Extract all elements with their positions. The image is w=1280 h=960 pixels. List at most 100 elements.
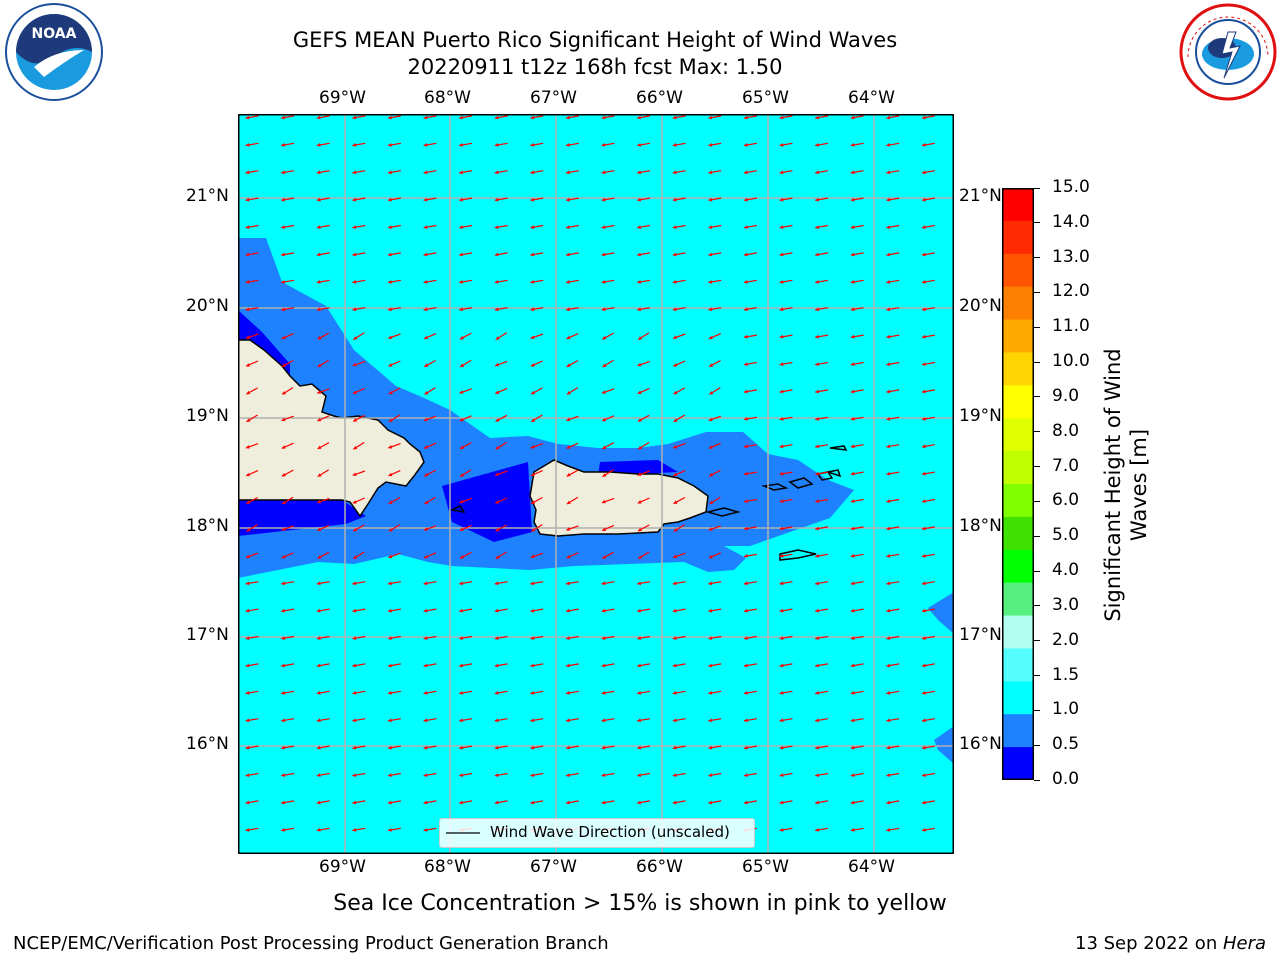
wave-arrow-head (637, 608, 641, 613)
wave-arrow-head (388, 390, 393, 395)
wave-arrow-head (530, 335, 535, 339)
wave-arrow-head (424, 500, 429, 504)
colorbar-segment (1002, 286, 1034, 321)
land-puerto-rico (529, 459, 709, 537)
wave-arrow-head (316, 663, 321, 668)
wave-arrow-head (672, 773, 677, 777)
wave-arrow-head (850, 307, 855, 312)
footer-host: Hera (1222, 933, 1266, 954)
wave-arrow-head (530, 691, 535, 695)
wave-arrow-head (316, 170, 321, 175)
lat-label-right-16n: 16°N (959, 734, 1002, 754)
wave-arrow-head (388, 307, 392, 312)
wave-arrow-head (815, 197, 819, 202)
wave-arrow-head (601, 499, 606, 504)
map-legend: Wind Wave Direction (unscaled) (439, 818, 755, 848)
wave-arrow-head (317, 499, 321, 504)
wave-arrow-head (495, 555, 500, 559)
wave-arrow-head (815, 800, 819, 805)
wave-arrow-head (494, 307, 499, 312)
wave-arrow-head (388, 608, 392, 613)
wave-arrow-head (850, 581, 855, 586)
wave-arrow-head (602, 527, 606, 531)
wave-arrow-head (601, 636, 606, 640)
wave-arrow-head (815, 471, 819, 476)
wave-arrow-head (530, 581, 535, 586)
wave-arrow-head (423, 636, 428, 640)
wave-arrow-head (637, 280, 641, 284)
wave-arrow-head (779, 691, 784, 695)
wave-arrow-head (672, 636, 677, 640)
wave-arrow-head (459, 800, 463, 805)
wave-arrow-head (530, 143, 535, 147)
wave-arrow-head (886, 170, 891, 175)
wave-arrow-head (886, 143, 891, 147)
wave-arrow-head (886, 362, 891, 366)
wave-arrow-head (352, 500, 357, 504)
wave-arrow-head (601, 745, 606, 750)
wave-arrow-head (530, 718, 535, 723)
wave-arrow-head (637, 252, 641, 257)
wave-arrow-head (316, 773, 321, 777)
wave-arrow-head (779, 389, 784, 394)
colorbar-tick-mark (1034, 326, 1040, 328)
wave-arrow-head (352, 197, 357, 202)
wave-arrow-head (708, 554, 713, 559)
wave-arrow-head (815, 526, 819, 531)
wave-arrow-head (886, 800, 891, 805)
wave-arrow-head (530, 307, 535, 312)
wave-arrow-head (708, 417, 713, 422)
wave-arrow-head (744, 636, 748, 640)
wave-arrow-head (637, 745, 641, 750)
wave-arrow-head (709, 472, 714, 477)
island-st-croix (779, 549, 817, 561)
wave-arrow-head (672, 170, 677, 175)
wave-arrow-head (886, 581, 891, 586)
wave-arrow-head (281, 608, 285, 613)
wave-arrow-head (353, 418, 358, 422)
colorbar-tick-label: 11.0 (1052, 316, 1090, 337)
wave-arrow-head (566, 554, 571, 559)
wave-arrow-head (601, 663, 606, 668)
wave-arrow-head (744, 280, 748, 284)
wave-arrow-head (423, 691, 428, 695)
wave-arrow-head (495, 418, 500, 422)
sea-ice-note: Sea Ice Concentration > 15% is shown in … (333, 891, 947, 916)
wave-arrow-head (744, 389, 748, 394)
wave-arrow-head (708, 800, 713, 805)
wave-arrow-head (850, 444, 855, 449)
wave-arrow-head (709, 500, 714, 504)
wave-arrow-head (495, 362, 499, 367)
wave-arrow-head (494, 800, 499, 805)
wave-arrow-head (388, 363, 393, 367)
wave-arrow-head (316, 307, 321, 312)
colorbar-tick-mark (1034, 744, 1040, 746)
wave-arrow-head (850, 554, 855, 558)
wave-arrow-head (530, 472, 535, 477)
wave-arrow-head (886, 526, 891, 531)
wave-arrow-head (246, 500, 251, 504)
wave-arrow-head (530, 800, 535, 805)
colorbar-tick-mark (1034, 570, 1040, 572)
wave-arrow-head (922, 444, 926, 449)
wave-arrow-head (281, 363, 286, 367)
wave-arrow-head (494, 745, 499, 750)
wave-arrow-head (815, 691, 819, 695)
wave-arrow-head (281, 554, 286, 559)
wave-arrow-head (672, 663, 677, 668)
wave-arrow-head (316, 197, 321, 202)
wave-arrow-head (424, 335, 428, 340)
lon-label-top-66w: 66°W (636, 88, 683, 108)
wave-arrow-head (566, 252, 570, 257)
wave-arrow-head (281, 472, 286, 477)
wave-arrow-head (672, 718, 677, 723)
wave-arrow-head (601, 170, 606, 175)
lat-label-left-19n: 19°N (186, 406, 229, 426)
island-anegada (829, 445, 848, 451)
wave-arrow-head (779, 581, 784, 586)
colorbar-segment (1002, 516, 1034, 551)
wave-arrow-head (316, 143, 321, 147)
wave-arrow-head (388, 280, 392, 284)
wave-arrow-head (566, 143, 570, 147)
wave-arrow-head (850, 225, 855, 229)
